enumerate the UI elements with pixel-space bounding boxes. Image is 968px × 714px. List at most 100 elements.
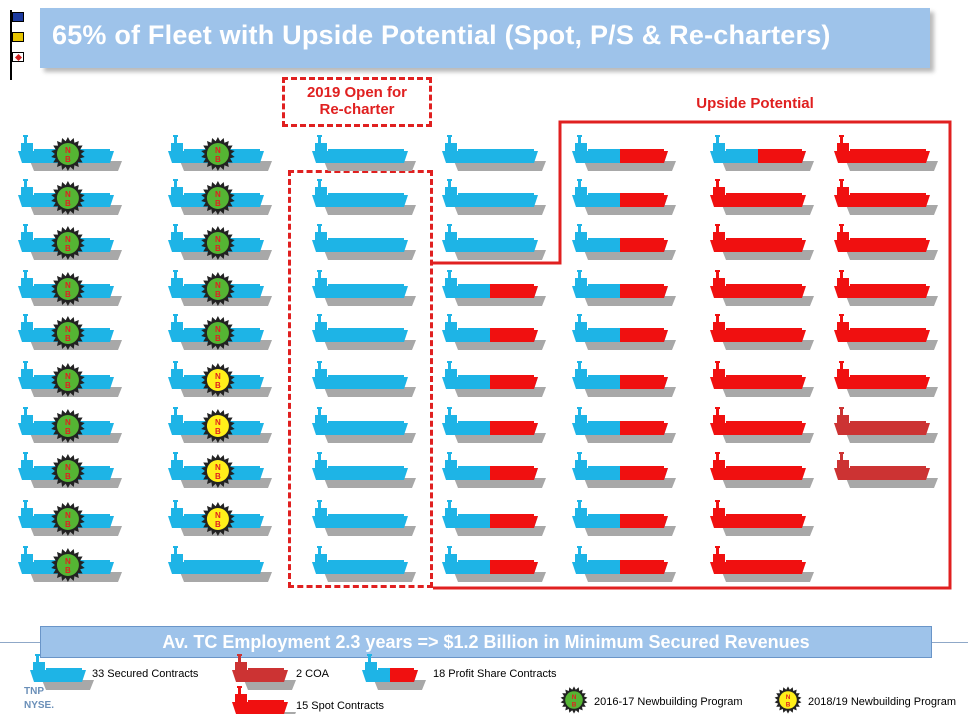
legend-secured: 33 Secured Contracts xyxy=(92,668,199,680)
open-column-outline xyxy=(288,170,433,588)
ship-spot xyxy=(710,546,814,582)
ship-nb2016: NB xyxy=(18,546,122,582)
ship-ps xyxy=(710,135,814,171)
flag-red-icon xyxy=(12,52,24,62)
badge-letter-n: N xyxy=(215,190,221,199)
legend-coa: 2 COA xyxy=(296,668,330,680)
ship-secured xyxy=(312,546,416,582)
ship-secured xyxy=(30,654,94,690)
badge-letter-n: N xyxy=(215,235,221,244)
ship-secured xyxy=(312,270,416,306)
ship-spot xyxy=(834,270,938,306)
ship-spot xyxy=(710,270,814,306)
badge-letter-n: N xyxy=(65,511,71,520)
ship-spot xyxy=(710,179,814,215)
ship-ps xyxy=(442,546,546,582)
badge-letter-n: N xyxy=(65,557,71,566)
ship-ps xyxy=(572,361,676,397)
nb-2016-badge-icon: NB xyxy=(51,226,85,260)
badge-letter-n: N xyxy=(215,325,221,334)
nb-2018-badge-icon: NB xyxy=(201,502,235,536)
badge-letter-b: B xyxy=(215,334,221,343)
badge-letter-b: B xyxy=(215,290,221,299)
ship-nb2018: NB xyxy=(168,361,272,397)
open-for-recharter-label: 2019 Open for Re-charter xyxy=(285,84,429,118)
ship-spot xyxy=(710,452,814,488)
ship-ps xyxy=(572,407,676,443)
badge-letter-b: B xyxy=(65,199,71,208)
ship-ps xyxy=(572,224,676,260)
badge-letter-n: N xyxy=(65,418,71,427)
ship-secured xyxy=(442,135,546,171)
nb-2018-badge-icon: NB xyxy=(774,686,802,714)
ship-spot xyxy=(710,500,814,536)
ship-ps xyxy=(442,500,546,536)
legend-spot: 15 Spot Contracts xyxy=(296,700,385,712)
nb-2018-badge-icon: NB xyxy=(201,454,235,488)
open-for-recharter-callout: 2019 Open for Re-charter xyxy=(282,77,432,127)
badge-letter-n: N xyxy=(65,190,71,199)
nb-2016-badge-icon: NB xyxy=(51,272,85,306)
badge-letter-b: B xyxy=(65,427,71,436)
nb-2016-badge-icon: NB xyxy=(51,137,85,171)
nb-2016-badge-icon: NB xyxy=(51,363,85,397)
ship-ps xyxy=(442,270,546,306)
ship-ps xyxy=(572,546,676,582)
footer-banner: Av. TC Employment 2.3 years => $1.2 Bill… xyxy=(40,626,932,658)
page-title: 65% of Fleet with Upside Potential (Spot… xyxy=(52,20,831,50)
badge-letter-b: B xyxy=(786,701,791,708)
badge-letter-b: B xyxy=(65,155,71,164)
ship-ps xyxy=(572,135,676,171)
badge-letter-b: B xyxy=(215,244,221,253)
nb-2016-badge-icon: NB xyxy=(51,409,85,443)
nb-2016-badge-icon: NB xyxy=(51,454,85,488)
ship-nb2016: NB xyxy=(168,224,272,260)
ship-spot xyxy=(834,224,938,260)
ship-secured xyxy=(312,361,416,397)
ship-spot xyxy=(834,361,938,397)
ship-nb2018: NB xyxy=(168,407,272,443)
nb-2016-badge-icon: NB xyxy=(201,316,235,350)
open-line-2: Re-charter xyxy=(319,101,395,118)
logo-nyse: NYSE. xyxy=(24,700,55,711)
ship-spot xyxy=(710,407,814,443)
nb-2016-badge-icon: NB xyxy=(51,548,85,582)
ship-spot xyxy=(834,314,938,350)
badge-letter-n: N xyxy=(215,418,221,427)
ship-ps xyxy=(442,314,546,350)
ship-nb2018: NB xyxy=(168,500,272,536)
ship-secured xyxy=(312,179,416,215)
badge-letter-n: N xyxy=(65,325,71,334)
ship-spot xyxy=(834,179,938,215)
flags-icon xyxy=(10,10,24,80)
ship-spot xyxy=(232,686,296,714)
nb-2016-badge-icon: NB xyxy=(51,181,85,215)
badge-letter-n: N xyxy=(65,235,71,244)
ship-secured xyxy=(312,407,416,443)
badge-letter-n: N xyxy=(65,372,71,381)
ship-nb2016: NB xyxy=(18,179,122,215)
flag-blue-icon xyxy=(12,12,24,22)
badge-letter-b: B xyxy=(65,290,71,299)
ship-secured xyxy=(312,452,416,488)
ship-secured xyxy=(312,314,416,350)
footer-banner-text: Av. TC Employment 2.3 years => $1.2 Bill… xyxy=(162,632,810,652)
ship-secured xyxy=(442,179,546,215)
ship-ps xyxy=(572,500,676,536)
badge-letter-b: B xyxy=(65,244,71,253)
nb-2016-badge-icon: NB xyxy=(201,226,235,260)
badge-letter-b: B xyxy=(65,520,71,529)
ship-secured xyxy=(312,135,416,171)
ship-secured xyxy=(312,500,416,536)
ship-coa xyxy=(834,407,938,443)
ship-spot xyxy=(710,314,814,350)
ship-ps xyxy=(572,314,676,350)
ship-ps xyxy=(572,179,676,215)
legend-nb-2016: 2016-17 Newbuilding Program xyxy=(594,696,743,708)
badge-letter-n: N xyxy=(215,146,221,155)
ship-nb2016: NB xyxy=(18,135,122,171)
legend-profit-share: 18 Profit Share Contracts xyxy=(433,668,557,680)
nb-2018-badge-icon: NB xyxy=(201,363,235,397)
